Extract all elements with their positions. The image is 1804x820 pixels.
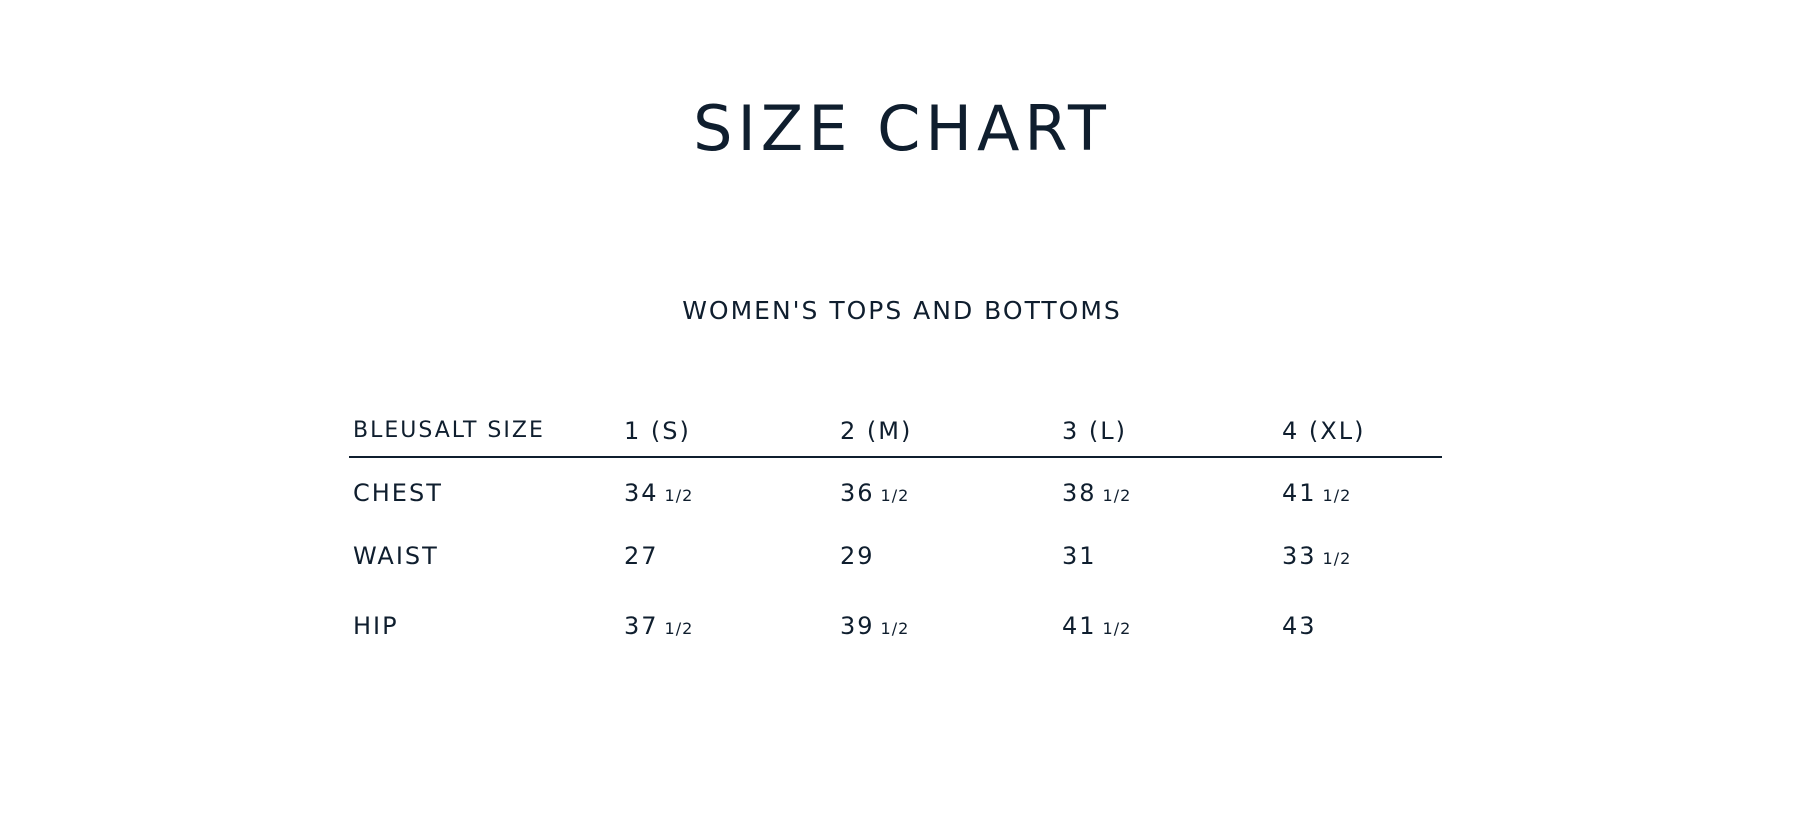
table-row-waist: WAIST 27 29 31 33 1/2 bbox=[349, 539, 1442, 573]
table-cell: 36 1/2 bbox=[840, 479, 910, 507]
header-divider bbox=[349, 456, 1442, 458]
table-cell: 37 1/2 bbox=[624, 612, 694, 640]
page-title: SIZE CHART bbox=[693, 92, 1111, 165]
header-size-m: 2 (M) bbox=[840, 417, 913, 445]
table-cell: 43 bbox=[1282, 612, 1317, 640]
row-label: CHEST bbox=[353, 479, 443, 507]
table-cell: 41 1/2 bbox=[1282, 479, 1352, 507]
table-cell: 31 bbox=[1062, 542, 1097, 570]
row-label: HIP bbox=[353, 612, 399, 640]
table-cell: 33 1/2 bbox=[1282, 542, 1352, 570]
table-cell: 38 1/2 bbox=[1062, 479, 1132, 507]
header-size-s: 1 (S) bbox=[624, 417, 691, 445]
header-size-l: 3 (L) bbox=[1062, 417, 1127, 445]
table-cell: 39 1/2 bbox=[840, 612, 910, 640]
table-row-chest: CHEST 34 1/2 36 1/2 38 1/2 41 1/2 bbox=[349, 476, 1442, 510]
section-subtitle: WOMEN'S TOPS AND BOTTOMS bbox=[682, 296, 1122, 325]
table-cell: 34 1/2 bbox=[624, 479, 694, 507]
header-size-xl: 4 (XL) bbox=[1282, 417, 1366, 445]
table-cell: 27 bbox=[624, 542, 659, 570]
table-header-row: BLEUSALT SIZE 1 (S) 2 (M) 3 (L) 4 (XL) bbox=[349, 414, 1442, 448]
table-row-hip: HIP 37 1/2 39 1/2 41 1/2 43 bbox=[349, 609, 1442, 643]
row-label: WAIST bbox=[353, 542, 439, 570]
table-cell: 41 1/2 bbox=[1062, 612, 1132, 640]
table-cell: 29 bbox=[840, 542, 875, 570]
header-size-label: BLEUSALT SIZE bbox=[353, 418, 545, 443]
